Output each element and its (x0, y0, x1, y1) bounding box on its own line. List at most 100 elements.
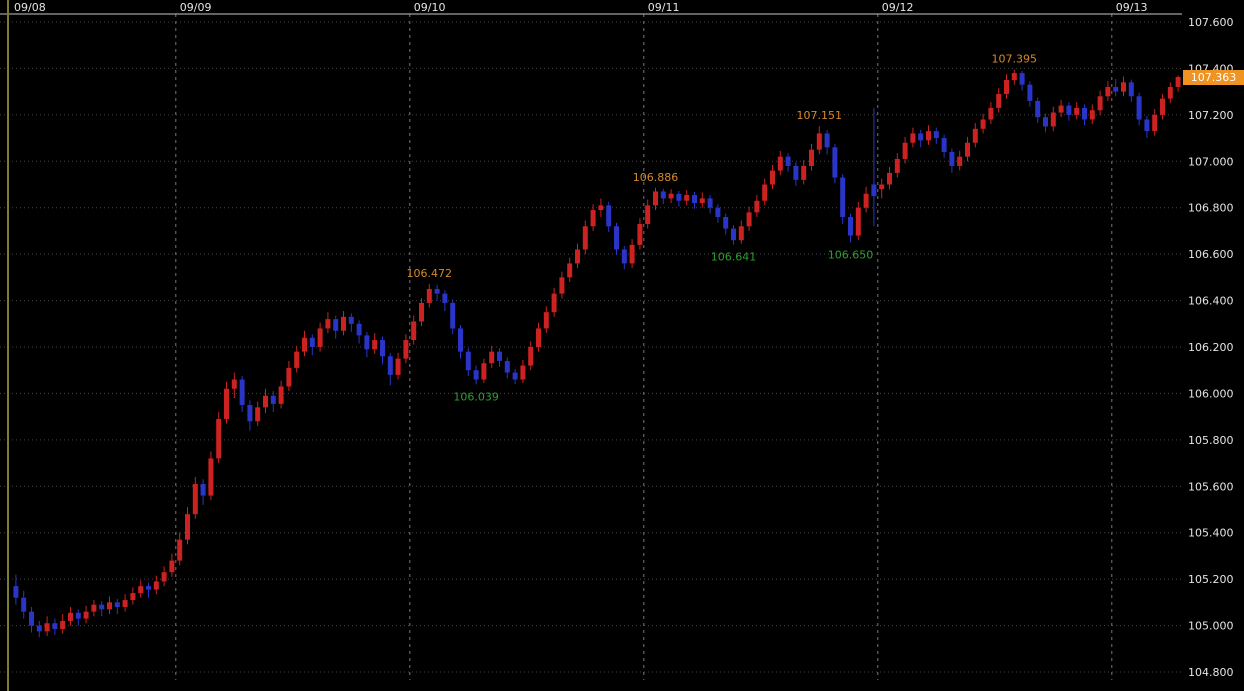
candle-body (1035, 100, 1041, 118)
y-axis-tick-label: 105.800 (1188, 434, 1234, 447)
x-axis-date-label: 09/08 (14, 1, 46, 14)
candle-body (309, 337, 315, 347)
candle-body (317, 328, 323, 347)
candle-body (387, 356, 393, 375)
candle-body (395, 358, 401, 375)
y-axis-tick-label: 106.200 (1188, 341, 1234, 354)
candle-body (824, 133, 830, 148)
candle-body (247, 405, 253, 422)
candle-body (512, 372, 518, 380)
candle-body (1097, 96, 1103, 111)
y-axis-tick-label: 104.800 (1188, 666, 1234, 679)
candle-body (668, 193, 674, 199)
candle-body (816, 133, 822, 150)
candle-body (497, 351, 502, 361)
candle-body (1175, 77, 1181, 87)
candle-body (738, 226, 744, 241)
candle-body (1113, 87, 1119, 92)
candle-body (465, 351, 471, 371)
x-axis-date-label: 09/13 (1116, 1, 1148, 14)
candle-body (146, 586, 151, 590)
candle-body (941, 138, 947, 152)
candle-body (910, 133, 916, 143)
candle-body (606, 205, 612, 227)
candle-body (1043, 117, 1048, 127)
day-separator-layer (175, 14, 1113, 680)
candle-body (1004, 80, 1009, 94)
candle-body (270, 395, 276, 404)
candle-body (684, 194, 690, 201)
candle-body (239, 379, 245, 406)
candle-body (887, 172, 892, 185)
candle-body (21, 597, 27, 612)
candle-body (863, 193, 869, 208)
candle-body (933, 131, 939, 139)
x-axis-labels: 09/08 09/09 09/10 09/11 09/12 09/13 (14, 1, 1148, 14)
x-axis-date-label: 09/10 (414, 1, 446, 14)
candle-body (411, 321, 417, 341)
candle-body (52, 623, 58, 630)
candle-body (692, 194, 697, 204)
candle-body (793, 165, 799, 180)
y-axis-tick-label: 105.200 (1188, 573, 1234, 586)
swing-low-label: 106.039 (453, 390, 499, 403)
candle-body (801, 165, 807, 180)
candle-body (879, 184, 885, 190)
y-axis-tick-label: 105.400 (1188, 527, 1234, 540)
x-axis-date-label: 09/11 (648, 1, 680, 14)
candle-body (715, 207, 721, 217)
candle-body (770, 170, 775, 185)
candle-body (286, 367, 292, 387)
candle-body (949, 152, 955, 166)
candle-body (122, 600, 128, 607)
candle-body (762, 184, 768, 201)
candle-body (380, 340, 385, 357)
candle-body (200, 483, 206, 496)
candle-body (536, 328, 541, 347)
candle-body (91, 604, 97, 612)
candle-body (231, 379, 237, 389)
candle-body (1074, 107, 1080, 115)
candle-body (208, 458, 214, 496)
y-axis-tick-label: 106.400 (1188, 295, 1234, 308)
candle-body (621, 249, 627, 264)
candle-body (614, 226, 619, 250)
candle-body (957, 156, 963, 166)
candle-body (598, 205, 604, 211)
y-axis-tick-label: 107.200 (1188, 109, 1234, 122)
candle-body (707, 198, 713, 208)
candle-body (1144, 119, 1150, 132)
candle-body (660, 191, 666, 199)
x-axis-date-label: 09/09 (180, 1, 212, 14)
candle-body (75, 612, 81, 619)
candle-body (44, 623, 50, 632)
candle-body (1050, 112, 1056, 127)
candle-body (29, 611, 34, 626)
swing-low-label: 106.641 (711, 251, 757, 264)
y-axis-tick-label: 107.600 (1188, 16, 1234, 29)
candle-body (138, 586, 144, 594)
candle-body (489, 351, 495, 364)
candle-body (1105, 87, 1111, 97)
candle-body (473, 370, 479, 380)
candle-body (848, 217, 853, 236)
candle-body (114, 602, 120, 607)
candle-body (1066, 105, 1072, 115)
candle-body (988, 107, 994, 120)
candle-body (278, 386, 284, 404)
candle-body (520, 365, 526, 380)
candle-body (590, 210, 596, 227)
candle-body (637, 223, 643, 245)
candle-body (341, 316, 346, 331)
swing-high-label: 106.886 (633, 171, 679, 184)
candle-body (216, 418, 222, 459)
candle-body (185, 514, 190, 540)
candle-body (481, 363, 487, 380)
candle-body (832, 147, 838, 178)
candle-body (60, 620, 66, 630)
swing-high-label: 107.395 (992, 53, 1038, 66)
y-axis-tick-label: 105.000 (1188, 620, 1234, 633)
candle-body (731, 228, 736, 241)
candle-body (840, 177, 846, 217)
